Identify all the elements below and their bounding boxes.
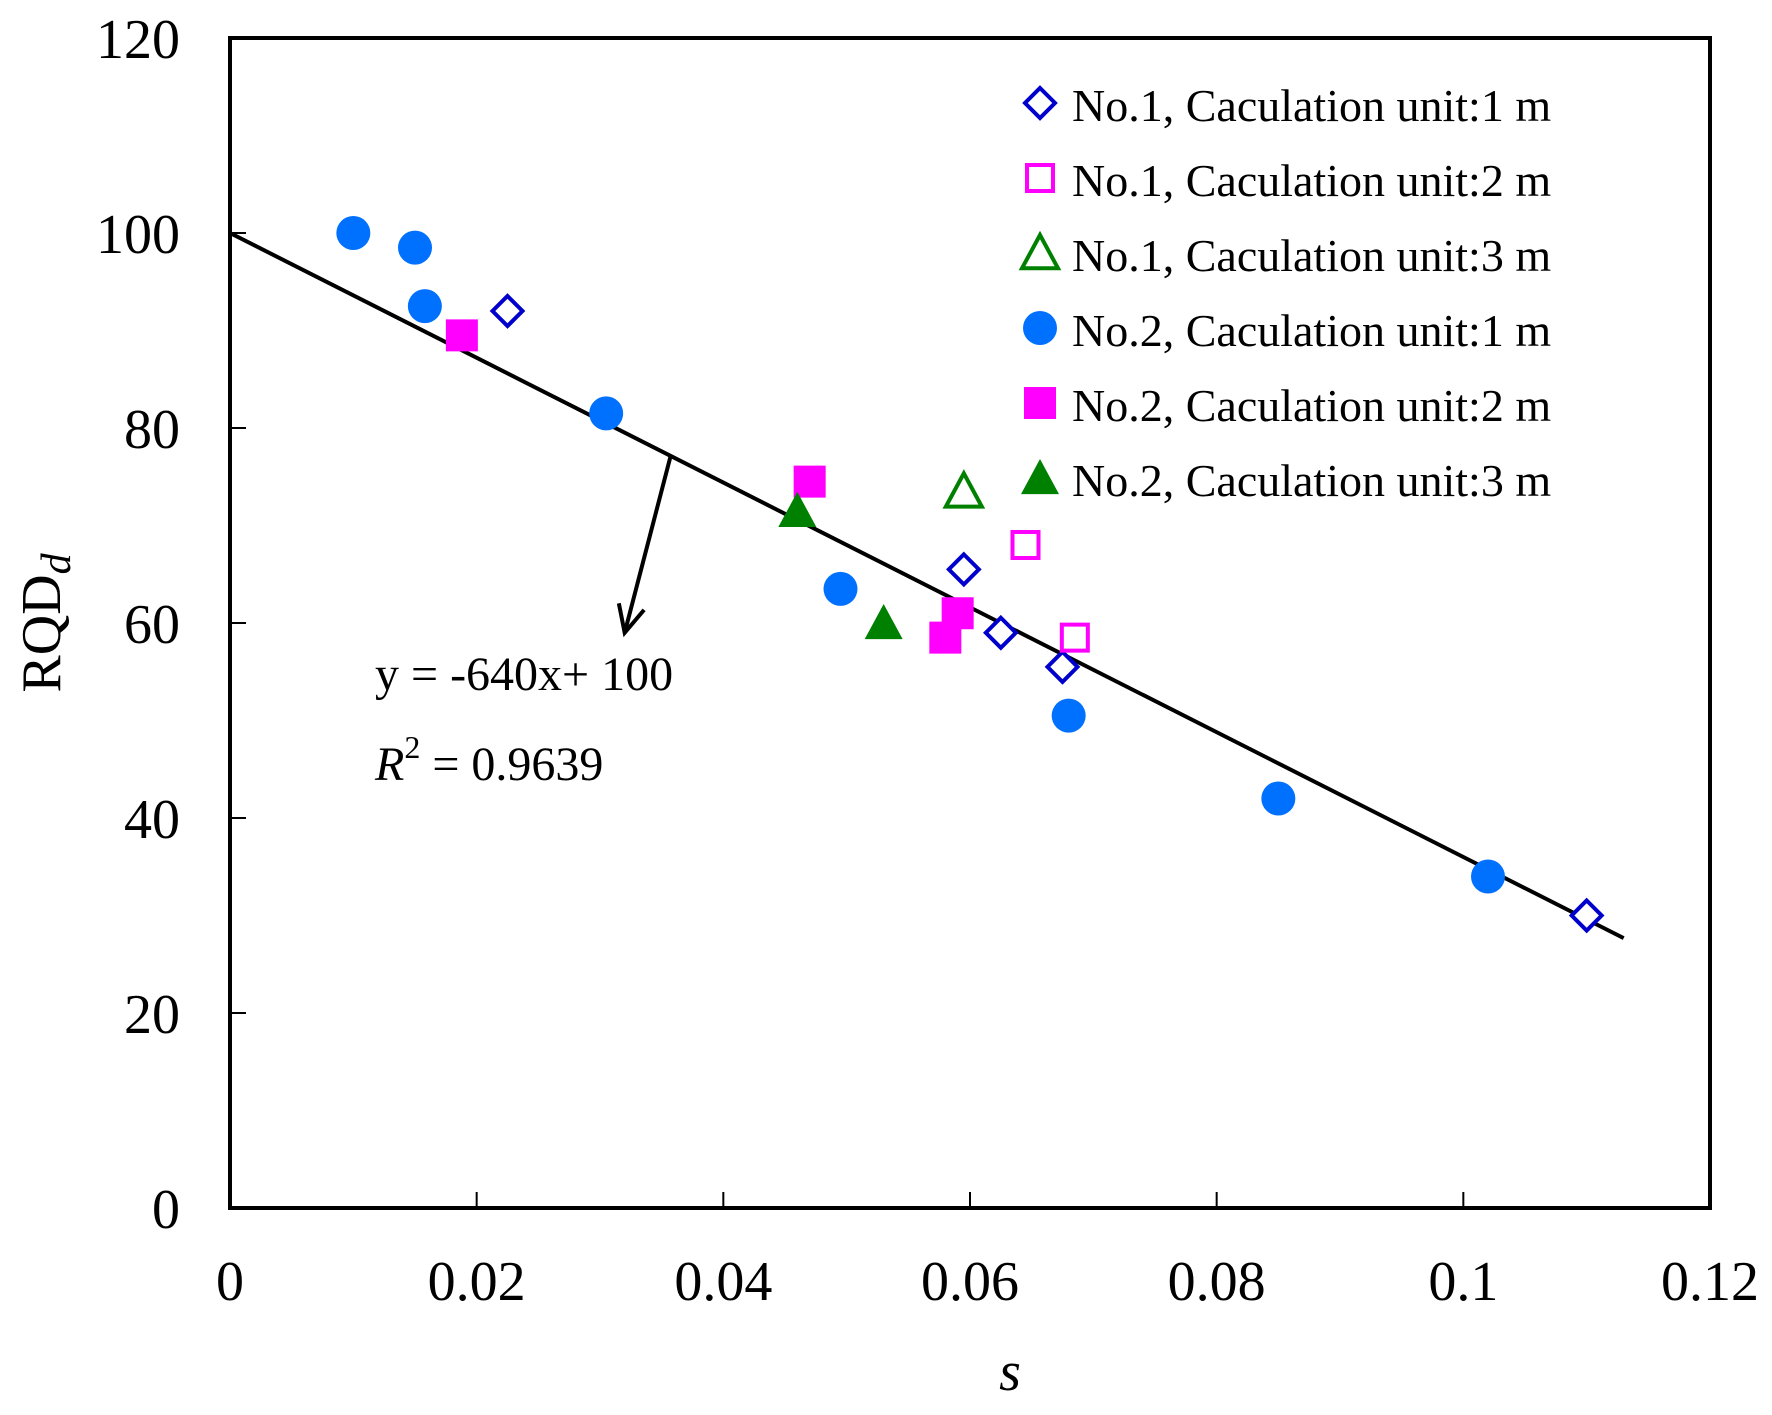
legend-marker	[1021, 459, 1059, 495]
data-point-series-3	[942, 469, 986, 509]
data-point-series-4	[336, 216, 371, 250]
data-point-series-2	[1010, 530, 1041, 560]
r-squared-value: = 0.9639	[420, 738, 603, 791]
y-tick-label: 60	[124, 594, 180, 656]
legend-marker	[1024, 387, 1056, 419]
x-tick-label: 0.06	[921, 1251, 1019, 1313]
legend-item: No.1, Caculation unit:1 m	[1022, 80, 1551, 131]
legend-marker	[1023, 311, 1057, 345]
axis-ticks-layer: 0 0.02 0.04 0.06 0.08 0.1 0.12 0 20 40 60 80 100 120	[96, 9, 1759, 1313]
data-points-layer	[336, 216, 1605, 934]
data-point-series-1	[983, 614, 1019, 651]
data-point-series-4	[398, 230, 432, 265]
legend-label: No.1, Caculation unit:1 m	[1072, 80, 1551, 131]
legend-item: No.1, Caculation unit:3 m	[1018, 230, 1551, 281]
y-axis-label: RQDd	[11, 552, 80, 692]
annotation-arrow-layer	[616, 456, 673, 638]
legend-marker	[1022, 85, 1058, 121]
x-tick-label: 0.12	[1661, 1251, 1759, 1313]
legend-item: No.2, Caculation unit:2 m	[1024, 380, 1551, 431]
annotation-arrow-head	[616, 602, 646, 638]
x-tick-label: 0.08	[1168, 1251, 1266, 1313]
legend-label: No.2, Caculation unit:2 m	[1072, 380, 1551, 431]
r-squared-exponent: 2	[404, 729, 420, 765]
data-point-series-4	[1051, 698, 1086, 733]
legend-label: No.2, Caculation unit:3 m	[1072, 455, 1551, 506]
y-tick-label: 20	[124, 984, 180, 1046]
y-tick-label: 80	[124, 399, 180, 461]
y-tick-label: 100	[96, 204, 180, 266]
data-point-series-5	[941, 597, 974, 630]
data-point-series-1	[1568, 897, 1605, 934]
legend-item: No.1, Caculation unit:2 m	[1025, 155, 1551, 206]
legend-item: No.2, Caculation unit:3 m	[1021, 455, 1551, 506]
y-tick-label: 40	[124, 789, 180, 851]
y-axis-label-main: RQD	[11, 574, 73, 692]
legend-marker	[1018, 230, 1062, 271]
data-point-series-1	[1044, 649, 1081, 685]
legend-item: No.2, Caculation unit:1 m	[1023, 305, 1551, 356]
x-tick-label: 0.1	[1428, 1251, 1498, 1313]
legend-label: No.1, Caculation unit:2 m	[1072, 155, 1551, 206]
x-axis-label: s	[999, 1341, 1021, 1403]
data-point-series-1	[946, 551, 982, 588]
data-point-series-1	[489, 293, 526, 329]
data-point-series-5	[793, 465, 826, 498]
data-point-series-4	[407, 289, 442, 324]
data-point-series-6	[864, 604, 903, 640]
data-point-series-6	[778, 491, 817, 528]
legend-marker	[1025, 163, 1055, 193]
y-tick-label: 0	[152, 1179, 180, 1241]
y-axis-label-subscript: d	[34, 552, 80, 574]
annotation-arrow-shaft	[622, 456, 673, 634]
x-tick-label: 0.04	[674, 1251, 772, 1313]
x-tick-label: 0.02	[428, 1251, 526, 1313]
legend-label: No.1, Caculation unit:3 m	[1072, 230, 1551, 281]
data-point-series-2	[1059, 622, 1090, 653]
data-point-series-5	[445, 319, 478, 352]
r-squared-label: R2 = 0.9639	[374, 729, 603, 791]
r-squared-symbol: R	[374, 738, 404, 791]
data-point-series-4	[589, 396, 624, 431]
data-point-series-4	[1261, 781, 1296, 816]
legend: No.1, Caculation unit:1 m No.1, Caculatio…	[1018, 80, 1551, 506]
y-tick-label: 120	[96, 9, 180, 71]
regression-equation: y = -640x+ 100	[375, 648, 673, 701]
legend-label: No.2, Caculation unit:1 m	[1072, 305, 1551, 356]
data-point-series-4	[823, 571, 858, 606]
data-point-series-4	[1471, 859, 1505, 894]
x-tick-label: 0	[216, 1251, 244, 1313]
plot-frame	[228, 36, 1712, 1210]
